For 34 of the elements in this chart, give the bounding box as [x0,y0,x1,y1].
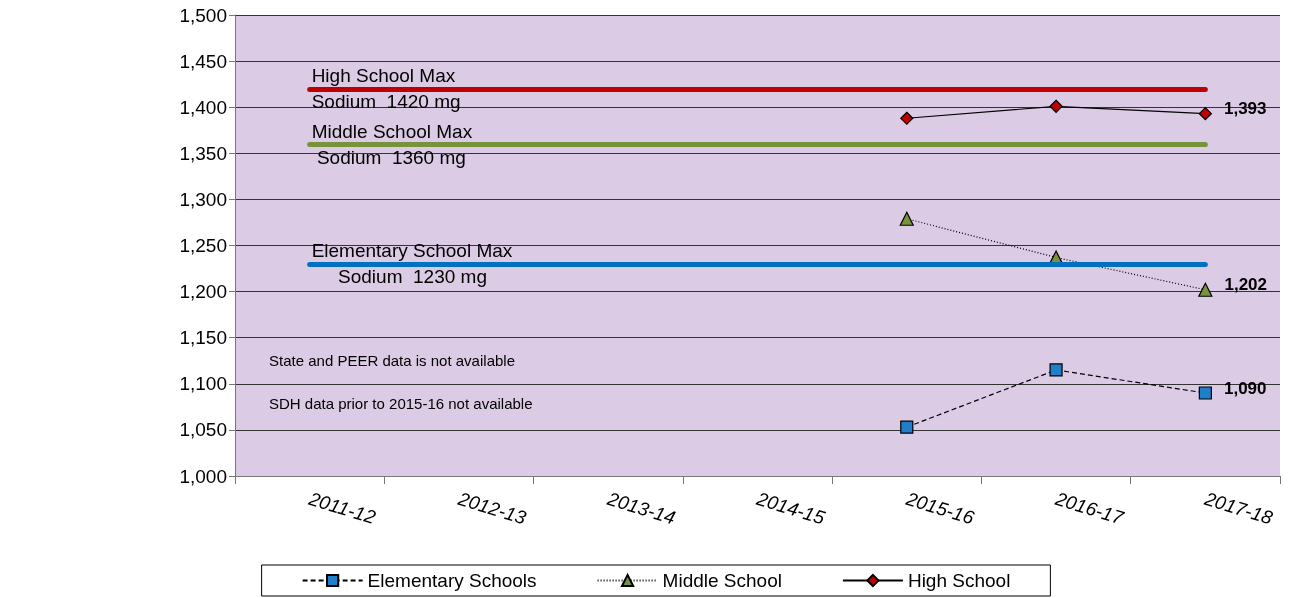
ref-line-label: High School Max Sodium 1420 mg [311,65,461,113]
y-tick-label: 1,200 [179,281,227,303]
x-tick-label: 2017-18 [1201,487,1276,529]
point [1198,282,1213,297]
x-tick-label: 2016-17 [1052,487,1128,529]
y-tick-label: 1,450 [179,50,227,72]
point [1049,363,1063,377]
x-tick-label: 2011-12 [305,487,379,529]
annotation: State and PEER data is not available [269,352,515,369]
point [1049,99,1063,113]
point [899,211,914,226]
annotation: SDH data prior to 2015-16 not available [269,395,533,412]
point [1198,107,1212,121]
x-tick-label: 2015-16 [902,487,977,529]
point [900,111,914,125]
legend-label: High School [907,570,1011,591]
point [900,420,914,434]
x-tick-label: 2013-14 [604,487,678,529]
y-tick-label: 1,500 [179,4,227,26]
y-tick-label: 1,350 [179,142,227,164]
y-tick-label: 1,000 [179,465,227,487]
legend-label: Elementary Schools [367,570,537,591]
x-tick-label: 2014-15 [753,487,828,529]
y-tick-label: 1,400 [179,96,227,118]
y-tick-label: 1,100 [179,373,227,395]
data-label: 1,202 [1224,275,1267,295]
y-tick-label: 1,250 [179,235,227,256]
y-tick-label: 1,300 [179,188,227,210]
legend-label: Middle School [662,570,782,591]
y-tick-label: 1,050 [179,419,227,441]
y-tick-label: 1,150 [179,327,227,349]
x-tick-label: 2012-13 [454,487,530,529]
point [1198,386,1212,400]
ref-line-label: Elementary School Max Sodium 1230 mg [311,240,513,288]
